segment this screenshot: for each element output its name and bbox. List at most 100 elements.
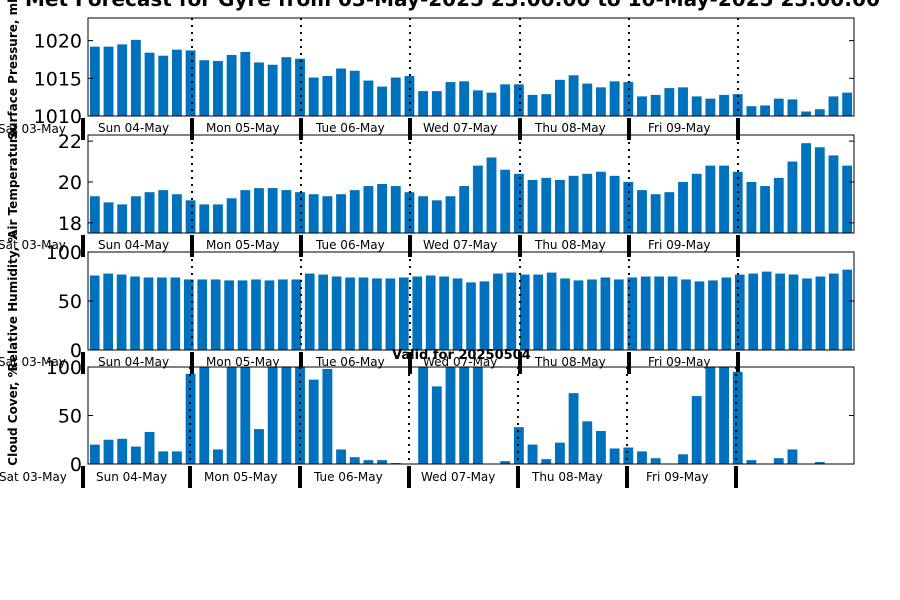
bar [418, 91, 429, 116]
day-label: Tue 06-May [313, 470, 383, 484]
bar [130, 276, 140, 350]
bar [721, 277, 732, 350]
bar [568, 75, 579, 116]
bar [170, 277, 181, 350]
bar [637, 96, 647, 116]
bar [439, 276, 449, 350]
bar [479, 281, 490, 350]
bar [431, 91, 442, 116]
y-tick-label: 50 [58, 406, 82, 428]
day-label: Mon 05-May [206, 238, 280, 252]
bar [554, 79, 565, 116]
bar [197, 279, 208, 350]
bar [761, 271, 772, 350]
bar [596, 171, 606, 233]
bar [103, 202, 114, 234]
bar [486, 157, 497, 233]
bar [254, 62, 264, 116]
bar [664, 192, 675, 233]
day-label: Tue 06-May [315, 121, 385, 135]
bar [240, 367, 251, 464]
bar [541, 177, 552, 233]
bar [664, 88, 675, 116]
bar [143, 277, 154, 350]
bar [746, 181, 757, 233]
bar [144, 431, 155, 464]
bar [377, 184, 388, 233]
bar [627, 277, 638, 350]
y-tick-label: 1015 [34, 68, 82, 90]
bar [775, 273, 785, 350]
bar [130, 196, 141, 233]
bar [130, 39, 141, 116]
bar [708, 280, 718, 350]
bar [746, 106, 757, 116]
bar [705, 367, 716, 464]
bar [596, 431, 606, 464]
y-tick-label: 1010 [34, 106, 82, 128]
valid-for-note: Valid for 20250504 [392, 348, 531, 363]
bar [213, 204, 223, 233]
bar [336, 449, 346, 464]
day-label: Fri 09-May [648, 121, 711, 135]
bar [171, 451, 182, 464]
bar [157, 277, 167, 350]
bar [546, 272, 557, 350]
bar [719, 367, 729, 464]
bar [842, 165, 853, 234]
bar [398, 277, 409, 350]
bar [506, 272, 517, 350]
bar [513, 173, 524, 233]
bar [199, 204, 210, 233]
bar [568, 175, 579, 233]
day-label: Wed 07-May [423, 121, 497, 135]
bar [349, 457, 360, 464]
bar [802, 278, 812, 350]
bar [254, 188, 264, 233]
day-label: Tue 06-May [315, 355, 385, 369]
bar [637, 190, 647, 233]
bar [472, 90, 483, 116]
bar [281, 57, 292, 116]
y-axis-label: Relative Humidity, % [6, 231, 20, 372]
bar [295, 367, 305, 464]
bar [527, 94, 538, 116]
bar [609, 448, 620, 464]
bar [829, 273, 839, 350]
bar [568, 393, 579, 464]
y-tick-label: 22 [58, 131, 82, 153]
bar [748, 273, 759, 350]
day-label: Thu 08-May [534, 238, 606, 252]
bar [746, 460, 757, 464]
day-label: Fri 09-May [648, 238, 711, 252]
bar [254, 429, 264, 464]
bar [390, 186, 401, 233]
y-tick-label: 100 [46, 357, 82, 379]
bar [623, 82, 634, 116]
panel-3: 0 50 100 Relative Humidity, %Sat 03-May Sun … [0, 231, 855, 374]
day-label: Sun 04-May [98, 238, 169, 252]
bar [760, 186, 771, 233]
bar [412, 276, 423, 350]
bar [240, 190, 251, 233]
bar [654, 276, 664, 350]
bar [445, 367, 456, 464]
bar [650, 194, 661, 233]
bar [117, 438, 128, 464]
bar [431, 200, 442, 233]
bar [89, 46, 100, 116]
day-label: Fri 09-May [648, 355, 711, 369]
bar [541, 459, 552, 464]
bar [358, 277, 369, 350]
bar [185, 200, 196, 233]
bar [363, 80, 374, 116]
bar [103, 273, 113, 350]
bar [418, 196, 429, 233]
bar [500, 84, 511, 116]
bar [237, 280, 248, 350]
day-label: Sat 03-May [0, 470, 67, 484]
bar [199, 60, 210, 116]
plot-frame [87, 134, 855, 234]
bar [251, 279, 261, 350]
bar [734, 274, 745, 350]
